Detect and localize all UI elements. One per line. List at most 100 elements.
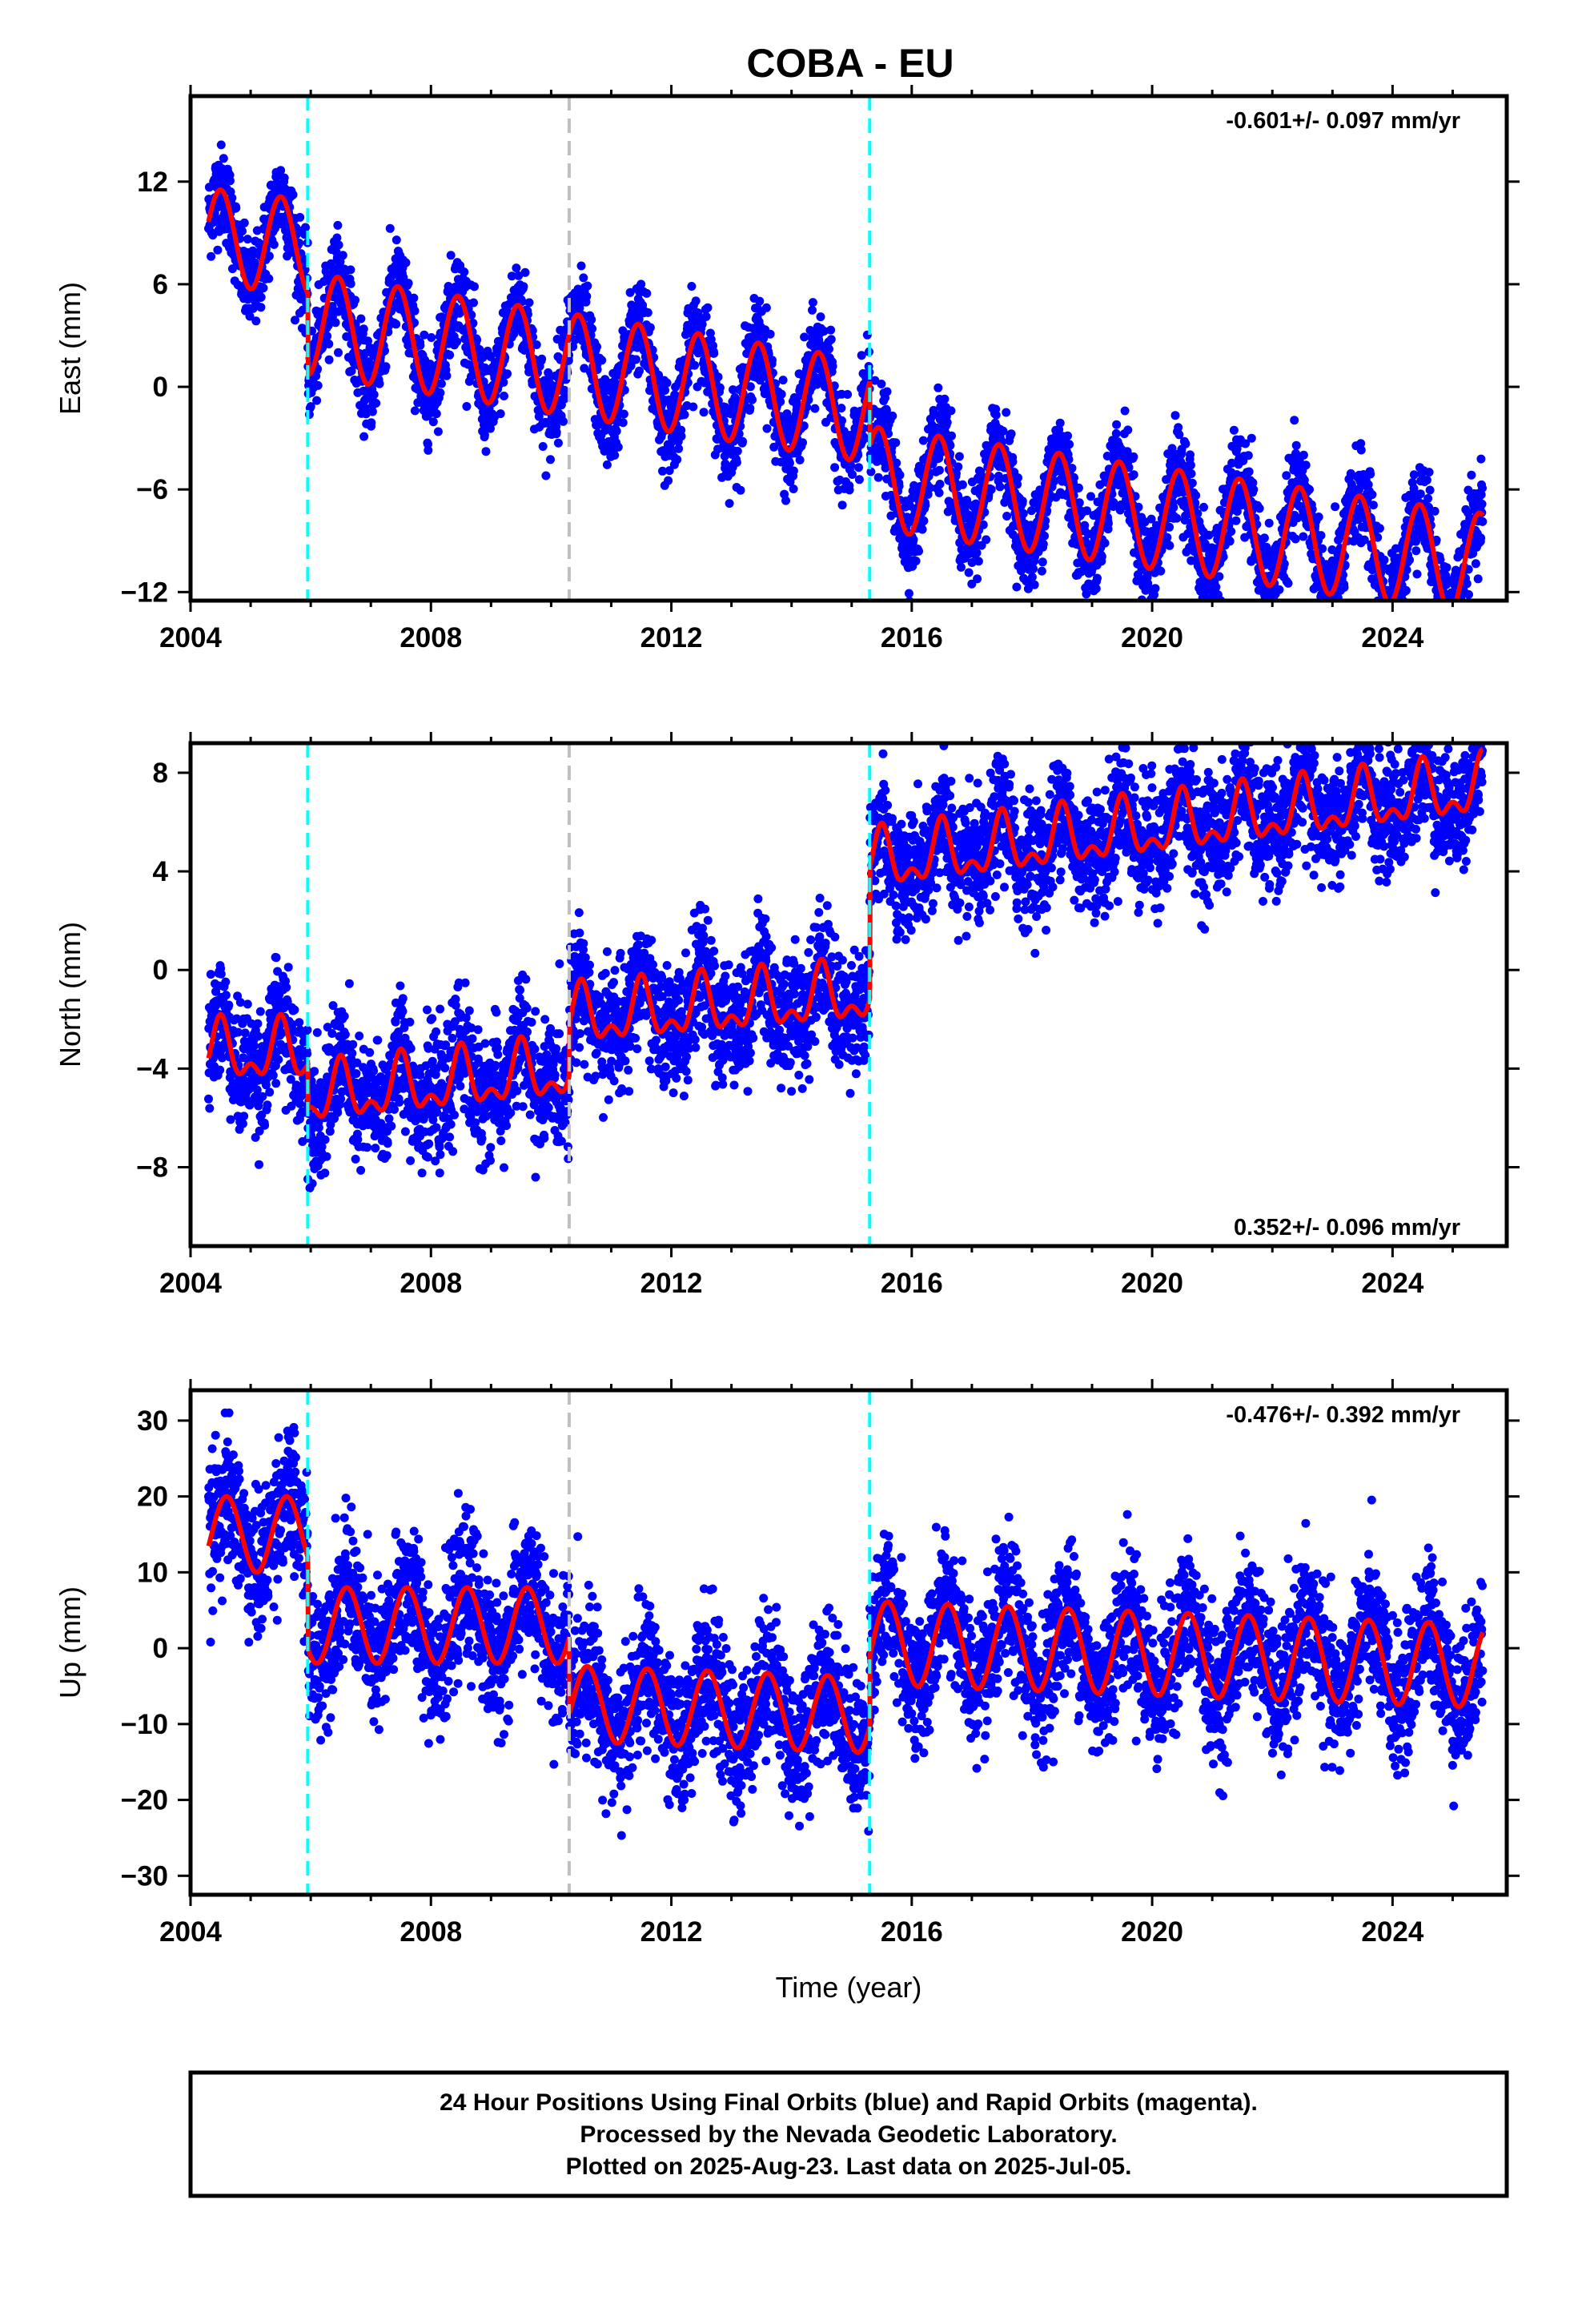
data-point [918,436,928,445]
data-point [559,416,568,426]
data-point [507,271,516,281]
data-point [658,466,667,476]
data-point [433,427,443,436]
data-point [610,451,620,460]
data-point [799,421,809,431]
data-point [917,525,927,534]
data-point [213,245,223,255]
data-point [789,485,798,493]
data-point [909,535,918,545]
data-point [613,442,623,452]
data-point [1283,578,1293,588]
data-point [1259,533,1269,543]
data-point [848,470,857,479]
data-point [914,546,923,556]
data-point [895,470,905,480]
data-point [1225,537,1235,546]
data-point [934,465,944,475]
data-point [1186,450,1195,460]
data-point [1077,567,1086,577]
data-point [1008,457,1018,466]
data-point [1435,615,1443,624]
data-point [1299,450,1308,460]
data-point [359,324,368,334]
data-point [346,265,355,275]
data-point [1097,552,1106,561]
data-point [324,355,334,364]
data-point [1422,476,1431,485]
data-point [1029,564,1038,573]
data-point [994,472,1003,480]
data-point [665,466,674,476]
data-point [1375,524,1384,533]
data-point [732,457,741,467]
data-point [1373,533,1383,542]
data-point [1187,478,1197,488]
data-point [367,407,377,416]
data-point [514,271,524,280]
data-point [582,292,592,301]
data-point [1375,603,1383,612]
data-point [1359,535,1369,545]
data-point [1323,605,1332,614]
data-point [1425,485,1435,495]
data-point [1323,603,1331,612]
data-point [1167,444,1177,453]
data-point [1355,485,1363,494]
data-point [1231,516,1241,525]
data-point [579,273,588,283]
data-point [1120,406,1130,416]
data-point [1248,478,1258,488]
data-point [541,471,551,480]
data-point [256,303,266,312]
data-point [882,387,892,396]
data-point [1243,451,1253,460]
data-point [391,320,401,329]
data-point [745,404,755,413]
data-point [1386,612,1395,621]
data-point [1329,625,1338,633]
data-point [725,499,734,509]
data-point [481,447,491,456]
data-point [334,240,343,250]
data-point [1204,530,1214,540]
data-point [404,279,413,288]
data-point [857,351,866,360]
data-point [1029,498,1038,508]
data-point [1363,480,1373,489]
data-point [693,308,703,318]
data-point [1103,519,1113,529]
data-point [524,298,534,308]
data-point [1291,534,1300,544]
data-point [560,385,569,395]
data-point [553,438,563,448]
data-point [947,431,956,440]
data-point [583,281,592,291]
data-point [1409,470,1419,480]
data-point [1146,514,1156,524]
data-point [1247,433,1256,443]
data-point [256,292,266,302]
data-point [1401,585,1411,595]
data-point [845,485,854,495]
data-point [1256,605,1265,613]
data-point [680,410,689,420]
data-point [1229,425,1239,435]
data-point [251,316,261,326]
data-point [954,462,963,472]
data-point [1186,469,1196,478]
data-point [519,282,528,292]
data-point [1169,503,1178,513]
data-point [891,438,901,448]
data-point [367,418,376,428]
data-point [537,354,547,364]
data-point [1091,584,1101,593]
data-point [1170,411,1180,420]
data-point [1050,476,1059,486]
data-point [1331,502,1340,512]
data-point [1109,497,1118,507]
data-point [462,402,472,411]
